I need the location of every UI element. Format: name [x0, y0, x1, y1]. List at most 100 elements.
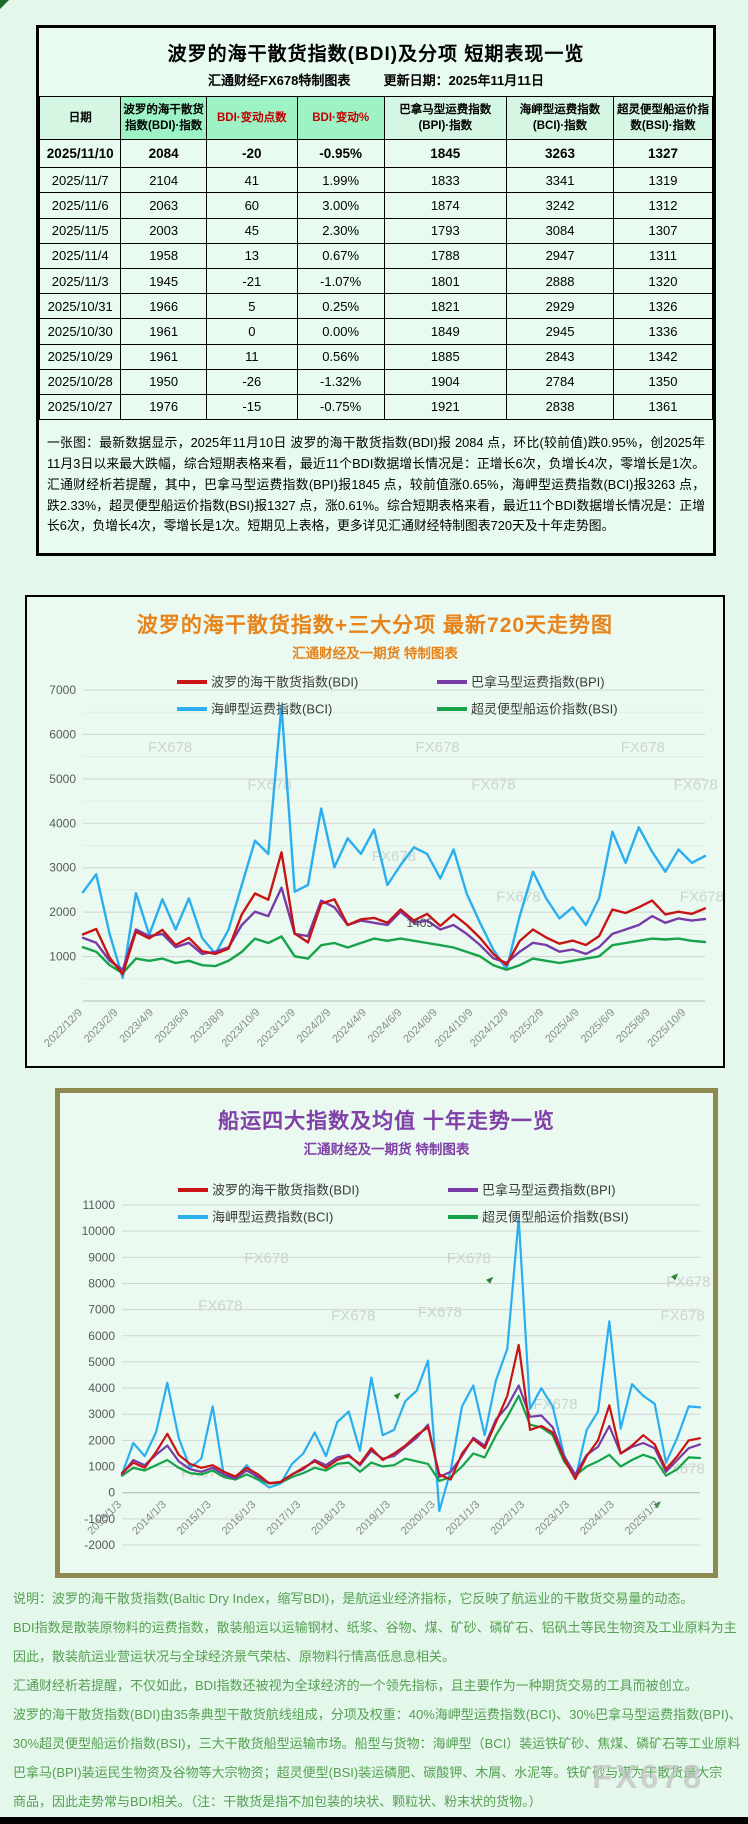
chart-watermark: FX678 — [471, 777, 515, 794]
table-cell: -15 — [205, 393, 298, 421]
legend-label: 波罗的海干散货指数(BDI) — [212, 1183, 359, 1198]
x-tick-label: 2024/1/3 — [578, 1499, 617, 1538]
chart-watermark: FX678 — [674, 777, 718, 794]
table-source: 汇通财经FX678特制图表 — [208, 73, 351, 88]
chart-watermark: FX678 — [533, 1396, 577, 1413]
table-cell: 2025/10/30 — [38, 318, 122, 345]
y-tick-label: 6000 — [49, 727, 76, 741]
series-BCI — [81, 704, 707, 980]
table-cell: 1961 — [120, 343, 207, 370]
series-BPI — [81, 886, 707, 971]
chart-watermark: FX678 — [496, 888, 540, 905]
footer-line: 波罗的海干散货指数(BDI)由35条典型干散货航线组成，分项及权重：40%海岬型… — [13, 1707, 742, 1722]
footer-line: 汇通财经析若提醒，不仅如此，BDI指数还被视为全球经济的一个领先指标，且主要作为… — [13, 1678, 698, 1693]
table-cell: 2025/11/3 — [38, 267, 122, 295]
x-tick-label: 2024/4/9 — [330, 1007, 369, 1046]
table-cell: 1342 — [613, 343, 713, 370]
x-tick-label: 2024/2/9 — [295, 1007, 334, 1046]
table-cell: -1.32% — [296, 368, 385, 395]
footer-line: 说明：波罗的海干散货指数(Baltic Dry Index，缩写BDI)，是航运… — [13, 1591, 694, 1606]
table-header-row: 日期 波罗的海干散货指数(BDI)·指数 BDI·变动点数 BDI·变动% 巴拿马型运费… — [38, 95, 713, 141]
table-cell: 1958 — [120, 242, 207, 269]
table-cell: -0.75% — [296, 393, 385, 421]
column-header: 海岬型运费指数(BCI)·指数 — [506, 95, 615, 141]
series-BDI — [81, 851, 707, 976]
column-header: BDI·变动点数 — [205, 95, 298, 141]
table-cell: 2025/10/28 — [38, 368, 122, 395]
legend-label: 超灵便型船运价指数(BSI) — [471, 702, 618, 717]
x-tick-label: 2015/1/3 — [175, 1499, 214, 1538]
table-cell: 1849 — [383, 318, 508, 345]
column-header: 巴拿马型运费指数(BPI)·指数 — [383, 95, 508, 141]
table-cell: -21 — [205, 267, 298, 295]
table-cell: 1793 — [383, 217, 508, 244]
table-cell: 1312 — [613, 192, 713, 219]
table-cell: 3084 — [506, 217, 615, 244]
table-cell: 2843 — [506, 343, 615, 370]
column-header: 超灵便型船运价指数(BSI)·指数 — [613, 95, 713, 141]
chart-watermark: FX678 — [331, 1308, 375, 1325]
column-header: 波罗的海干散货指数(BDI)·指数 — [120, 95, 207, 141]
x-tick-label: 2018/1/3 — [309, 1499, 348, 1538]
table-cell: 13 — [205, 242, 298, 269]
table-cell: 1361 — [613, 393, 713, 421]
table-cell: 1.99% — [296, 167, 385, 194]
x-tick-label: 2025/10/9 — [645, 1007, 688, 1050]
legend-label: 巴拿马型运费指数(BPI) — [482, 1183, 616, 1198]
table-row: 2025/11/7 2104 41 1.99% 1833 3341 1319 — [38, 167, 713, 194]
table-cell: 2784 — [506, 368, 615, 395]
y-tick-label: 5000 — [88, 1355, 115, 1369]
x-tick-label: 2022/1/3 — [489, 1499, 528, 1538]
chart-watermark: FX678 — [148, 739, 192, 756]
table-cell: 1307 — [613, 217, 713, 244]
table-cell: 1976 — [120, 393, 207, 421]
line-chart-720day: 7000 6000 5000 4000 3000 2000 1000 FX678 FX678 FX… — [42, 675, 723, 1050]
legend-label: 超灵便型船运价指数(BSI) — [482, 1210, 629, 1225]
chart-watermark: FX678 — [661, 1308, 705, 1325]
comment-marker — [653, 1501, 661, 1509]
x-tick-label: 2025/2/9 — [508, 1007, 547, 1046]
table-cell: 2063 — [120, 192, 207, 219]
y-tick-label: 2000 — [88, 1433, 115, 1447]
y-tick-label: 3000 — [88, 1407, 115, 1421]
table-cell: 3263 — [506, 139, 615, 169]
y-tick-label: 4000 — [88, 1381, 115, 1395]
table-cell: 1801 — [383, 267, 508, 295]
table-cell: 1350 — [613, 368, 713, 395]
footer-line: BDI指数是散装原物料的运费指数，散装船运以运输钢材、纸浆、谷物、煤、矿砂、磷矿… — [13, 1620, 737, 1635]
table-row: 2025/11/3 1945 -21 -1.07% 1801 2888 1320 — [38, 267, 713, 295]
y-tick-label: 9000 — [88, 1250, 115, 1264]
table-cell: 2.30% — [296, 217, 385, 244]
table-cell: 2945 — [506, 318, 615, 345]
table-row: 2025/10/31 1966 5 0.25% 1821 2929 1326 — [38, 293, 713, 320]
table-cell: 0.00% — [296, 318, 385, 345]
table-cell: 2025/10/31 — [38, 293, 122, 320]
series-BCI — [120, 1216, 702, 1513]
footer-line: 巴拿马(BPI)装运民生物资及谷物等大宗物资；超灵便型(BSI)装运磷肥、碳酸钾… — [13, 1765, 723, 1780]
table-cell: 3242 — [506, 192, 615, 219]
table-cell: 1788 — [383, 242, 508, 269]
y-tick-label: 0 — [108, 1486, 115, 1500]
y-tick-label: 10000 — [82, 1224, 116, 1238]
y-tick-label: 1000 — [49, 950, 76, 964]
comment-marker — [671, 1273, 679, 1281]
description-text: 说明：波罗的海干散货指数(Baltic Dry Index，缩写BDI)，是航运… — [13, 1584, 742, 1816]
table-cell: 0.67% — [296, 242, 385, 269]
x-tick-label: 2023/4/9 — [117, 1007, 156, 1046]
table-cell: 2888 — [506, 267, 615, 295]
table-cell: 1904 — [383, 368, 508, 395]
chart-ten-year: 11000 10000 9000 8000 7000 6000 5000 4000 3000 20… — [55, 1088, 718, 1578]
table-cell: 41 — [205, 167, 298, 194]
table-cell: -26 — [205, 368, 298, 395]
y-tick-label: -2000 — [84, 1538, 115, 1552]
table-row: 2025/10/30 1961 0 0.00% 1849 2945 1336 — [38, 318, 713, 345]
chart-watermark: FX678 — [415, 739, 459, 756]
table-cell: 0.56% — [296, 343, 385, 370]
table-cell: 2003 — [120, 217, 207, 244]
series-BPI — [120, 1384, 702, 1484]
y-tick-label: 7000 — [49, 683, 76, 697]
x-tick-label: 2023/6/9 — [153, 1007, 192, 1046]
table-cell: 3.00% — [296, 192, 385, 219]
y-tick-label: 11000 — [83, 1198, 116, 1212]
footer-line: 因此，散装航运业营运状况与全球经济景气荣枯、原物料行情高低息息相关。 — [13, 1649, 456, 1664]
